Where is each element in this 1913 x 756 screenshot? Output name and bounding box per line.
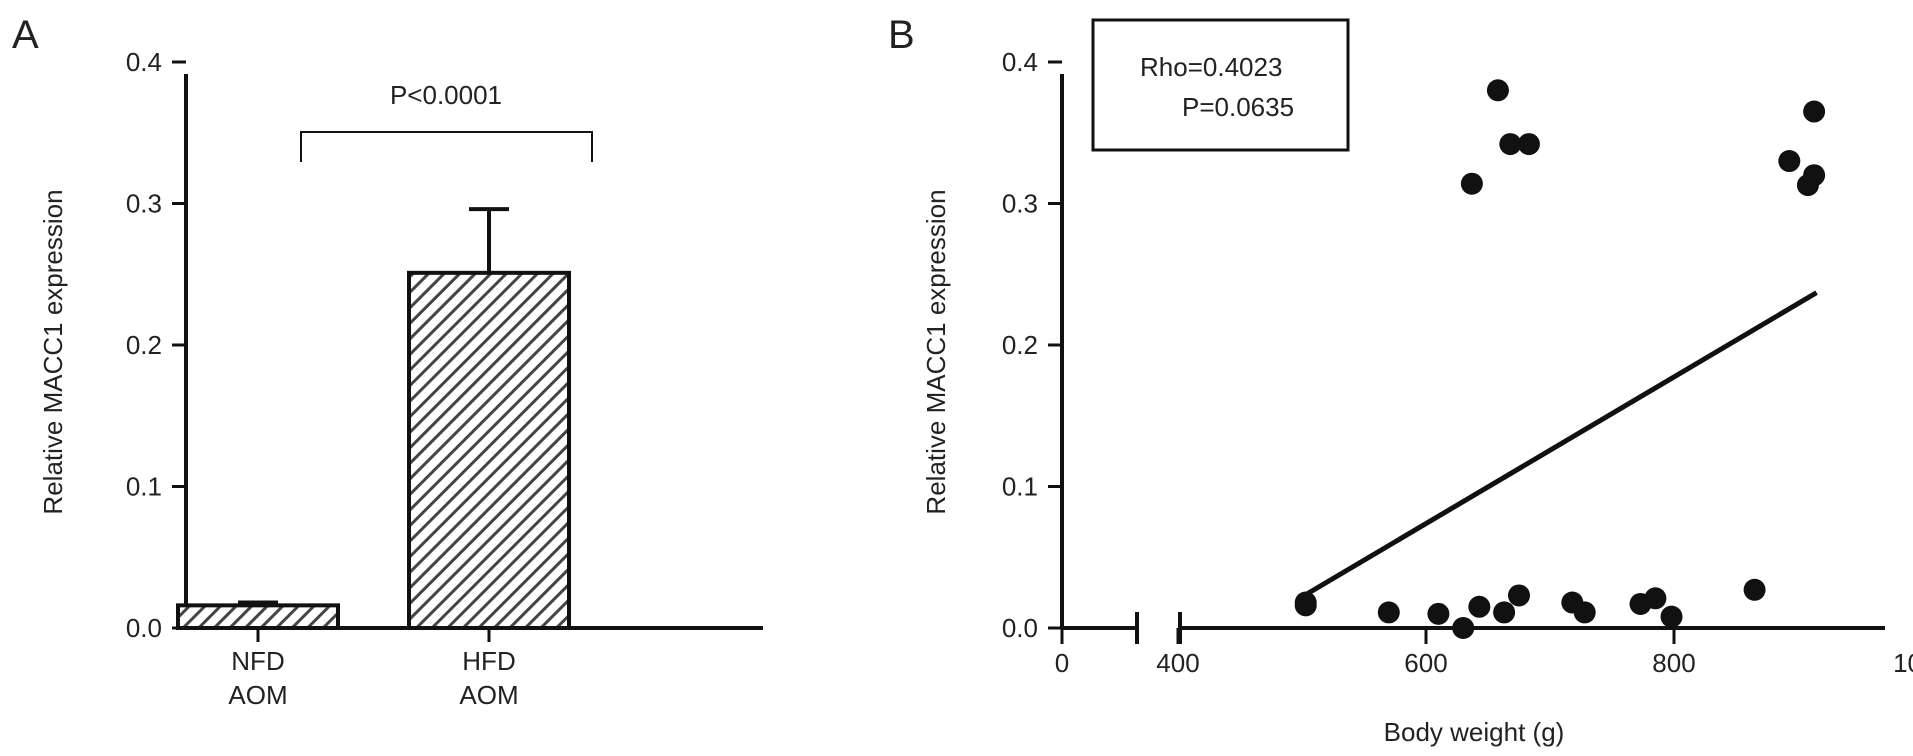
scatter-point [1660,605,1683,628]
scatter-point [1493,601,1516,624]
scatter-point [1573,601,1596,624]
scatter-point [1460,172,1483,195]
panel-b-x-ticks: 0 400 600 800 1000 [1055,628,1913,678]
panel-a-y-tick-label: 0.3 [126,189,162,219]
scatter-point [1486,79,1509,102]
stats-rho: Rho=0.4023 [1140,52,1282,82]
scatter-point [1743,578,1766,601]
scatter-point [1468,595,1491,618]
panel-b-y-ticks: 0.0 0.1 0.2 0.3 0.4 [1002,47,1062,643]
scatter-point [1778,150,1801,173]
panel-b-y-tick-label: 0.0 [1002,613,1038,643]
scatter-points [1294,79,1826,639]
scatter-point [1499,133,1522,156]
panel-a-y-tick-label: 0.4 [126,47,162,77]
scatter-point [1377,601,1400,624]
panel-b-x-tick-label: 600 [1404,648,1447,678]
scatter-point [1517,133,1540,156]
panel-a-y-tick-label: 0.1 [126,472,162,502]
panel-b-x-tick-label: 800 [1652,648,1695,678]
panel-b-y-tick-label: 0.2 [1002,330,1038,360]
panel-a-x-tick-label: HFD [462,646,515,676]
panel-b-x-tick-label: 400 [1156,648,1199,678]
stats-box [1091,18,1350,152]
panel-a-y-tick-label: 0.0 [126,613,162,643]
scatter-point [1294,594,1317,617]
panel-a-bar-chart: 0.0 0.1 0.2 0.3 0.4 Relative MACC1 expressio… [38,47,763,710]
bar-nfd [176,603,340,630]
panel-a-bars [176,207,571,630]
scatter-point [1644,587,1667,610]
scatter-point [1508,584,1530,607]
panel-b-scatter-chart: 0.0 0.1 0.2 0.3 0.4 0 400 600 800 1000 Relative … [921,18,1913,747]
panel-a-x-tick-label: AOM [459,680,518,710]
scatter-point [1803,100,1826,123]
stats-p: P=0.0635 [1182,92,1294,122]
panel-b-x-tick-label: 1000 [1893,648,1913,678]
scatter-point [1427,602,1450,625]
panel-a-x-tick-label: AOM [228,680,287,710]
regression-line [1300,290,1818,600]
panel-b-y-tick-label: 0.1 [1002,472,1038,502]
panel-a-y-tick-label: 0.2 [126,330,162,360]
panel-b-x-axis-label: Body weight (g) [1384,717,1565,747]
panel-a-y-ticks: 0.0 0.1 0.2 0.3 0.4 [126,47,186,643]
panel-b-y-tick-label: 0.3 [1002,189,1038,219]
panel-label-b: B [888,13,915,57]
bar-hfd [407,270,571,630]
scatter-point [1803,164,1826,187]
panel-label-a: A [12,13,39,57]
significance-annotation: P<0.0001 [390,80,502,110]
panel-b-y-tick-label: 0.4 [1002,47,1038,77]
panel-b-x-tick-label: 0 [1055,648,1069,678]
panel-b-y-axis-label: Relative MACC1 expression [921,189,951,514]
scatter-point [1452,617,1475,639]
panel-a-x-tick-label: NFD [231,646,284,676]
significance-bracket [300,131,593,162]
panel-a-x-tick-labels: NFD AOM HFD AOM [228,628,519,710]
panel-a-y-axis-label: Relative MACC1 expression [38,189,68,514]
